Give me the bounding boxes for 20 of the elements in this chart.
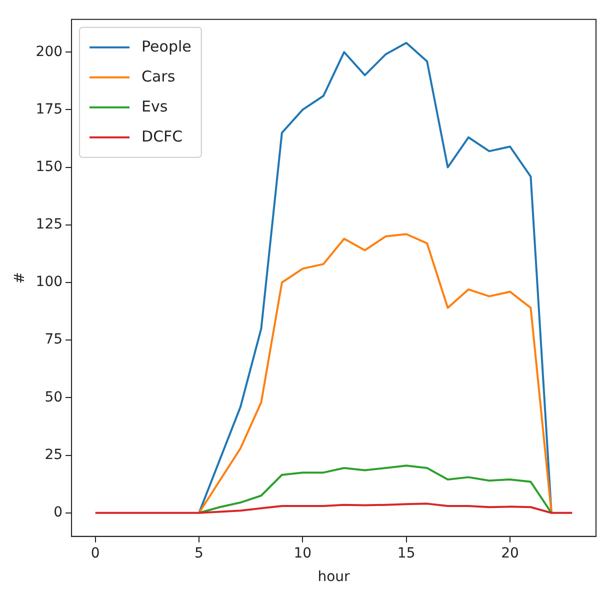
x-tick-label: 20 (501, 545, 519, 562)
legend-label: People (142, 37, 192, 56)
y-tick-label: 125 (36, 216, 63, 233)
y-tick-label: 25 (44, 446, 63, 463)
x-axis-title: hour (318, 569, 350, 586)
y-tick-label: 175 (36, 101, 63, 118)
x-tick-label: 5 (194, 545, 204, 562)
x-tick-label: 0 (90, 545, 100, 562)
legend-label: Cars (142, 67, 176, 86)
y-tick-label: 75 (44, 332, 63, 348)
y-tick-label: 100 (36, 274, 63, 290)
legend-label: DCFC (142, 127, 183, 146)
y-axis-title: # (12, 272, 28, 284)
y-tick-label: 50 (44, 389, 63, 406)
legend-label: Evs (142, 97, 168, 116)
y-tick-label: 150 (36, 158, 63, 175)
y-tick-label: 200 (36, 44, 63, 60)
x-tick-label: 15 (397, 545, 416, 562)
x-tick-label: 10 (294, 545, 312, 562)
y-tick-label: 0 (54, 504, 63, 521)
